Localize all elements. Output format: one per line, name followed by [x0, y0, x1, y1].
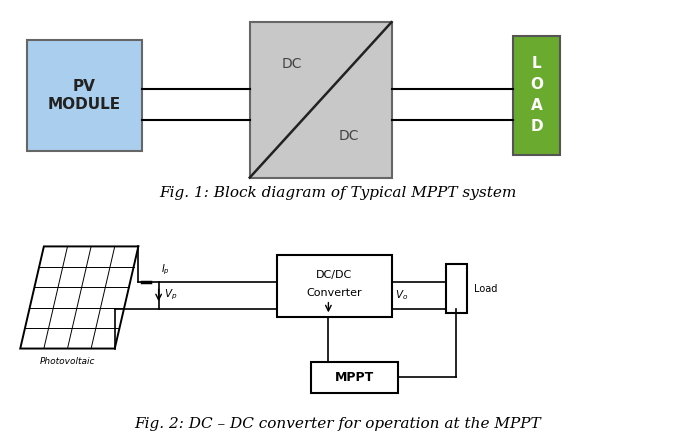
Text: DC: DC [282, 57, 302, 71]
Text: $V_o$: $V_o$ [395, 288, 408, 302]
Text: $V_p$: $V_p$ [164, 288, 178, 302]
Text: DC/DC: DC/DC [316, 270, 352, 280]
Bar [277, 255, 392, 317]
Text: $I_p$: $I_p$ [161, 262, 170, 277]
Text: PV
MODULE: PV MODULE [48, 79, 121, 111]
Text: Load: Load [474, 284, 497, 293]
Bar [250, 22, 392, 178]
Polygon shape [20, 246, 138, 349]
Text: Fig. 2: DC – DC converter for operation at the MPPT: Fig. 2: DC – DC converter for operation … [134, 416, 541, 431]
Bar [310, 362, 398, 393]
Bar [513, 36, 560, 155]
Text: DC: DC [339, 129, 359, 143]
Text: L
O
A
D: L O A D [530, 56, 543, 135]
Bar [446, 264, 467, 313]
Bar [27, 40, 142, 151]
Text: Converter: Converter [306, 288, 362, 298]
Text: Photovoltaic: Photovoltaic [40, 357, 95, 365]
Text: MPPT: MPPT [335, 371, 374, 384]
Text: Fig. 1: Block diagram of Typical MPPT system: Fig. 1: Block diagram of Typical MPPT sy… [159, 186, 516, 200]
